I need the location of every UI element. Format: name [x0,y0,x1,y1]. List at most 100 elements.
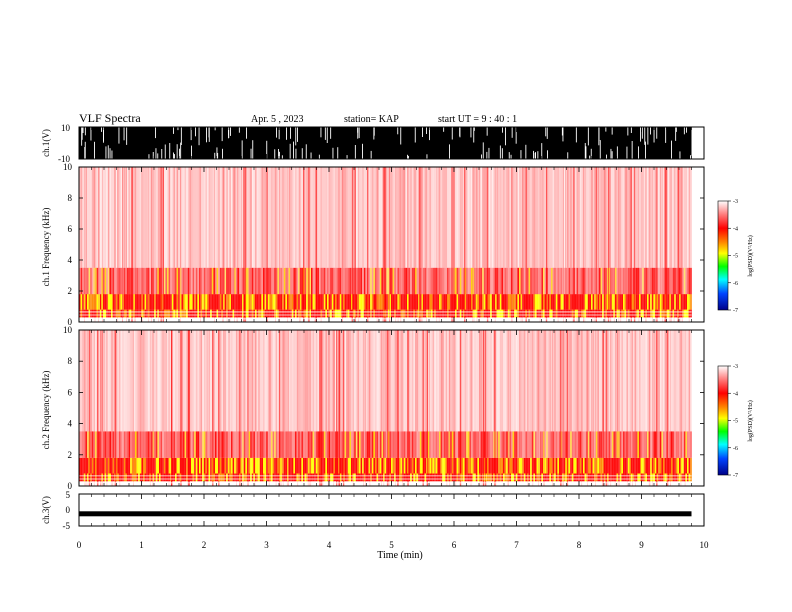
waveform-ch1-gap [161,149,163,159]
spectrogram-cell [551,473,553,482]
spectrogram-cell [176,431,179,458]
colorbar-tick-label: -3 [733,199,738,205]
spectrogram-cell [224,473,227,482]
spectrogram-cell [429,309,431,318]
spectrogram-cell [589,267,591,295]
spectrogram-cell [682,473,684,482]
spectrogram-cell [293,309,295,318]
spectrogram-cell [219,167,222,268]
spectrogram-cell [168,457,171,474]
colorbar-ch1-ticks: -3-4-5-6-7 [728,199,738,314]
spectrogram-cell [293,267,295,295]
spectrogram-cell [567,309,569,318]
spectrogram-cell [432,457,435,474]
spectrogram-cell [146,309,148,318]
spectrogram-cell [480,330,483,432]
spectrogram-cell [347,473,350,482]
spectrogram-cell [536,457,539,474]
spectrogram-cell [472,431,475,458]
spectrogram-cell [455,294,457,310]
waveform-panel-ch1: 10 -10 ch.1(V) [41,123,705,164]
spectrogram-cell [403,167,406,268]
spectrogram-cell [178,309,180,318]
spectrogram-streak [254,330,256,486]
spectrogram-cell [291,267,294,295]
spectrogram-cell [248,309,251,318]
spectrogram-cell [594,473,596,482]
spectrogram-cell [435,309,438,318]
spectrogram-cell [330,167,332,268]
spectrogram-cell [522,431,524,458]
waveform-ch1-gap [164,144,166,159]
spectrogram-cell [439,473,441,482]
spectrogram-cell [147,431,150,458]
spectrogram-cell [581,309,583,318]
spectrogram-cell [592,309,595,318]
spectrogram-cell [253,167,255,268]
spectrogram-cell [306,431,308,458]
spectrogram-streak [383,330,385,486]
spectrogram-streak [275,167,276,322]
spectrogram-cell [296,457,299,474]
spectrogram-cell [392,330,395,432]
spectrogram-cell [149,167,151,268]
waveform-ch1-gap [332,147,334,159]
spectrogram-cell [181,167,183,268]
spectrogram-streak [633,167,636,322]
spectrogram-cell [472,309,475,318]
spectrogram-cell [586,294,588,310]
spectrogram-cell [362,267,364,295]
spectrogram-cell [648,330,651,432]
spectrogram-streak [527,330,529,486]
spectrogram-cell [600,431,603,458]
waveform-ch1-fill [79,127,692,159]
spectrogram-cell [461,330,463,432]
spectrogram-cell [407,294,409,310]
spectrogram-cell [395,457,398,474]
spectrogram-cell [175,330,177,432]
spectrogram-cell [267,294,270,310]
spectrogram-cell [213,457,215,474]
spectrogram-cell [357,167,359,268]
spectrogram-cell [403,267,406,295]
spectrogram-streak [376,167,378,322]
spectrogram-cell [339,309,342,318]
spectrogram-cell [493,309,495,318]
spectrogram-cell [640,431,643,458]
spectrogram-cell [125,457,127,474]
waveform-ch1-gap [671,140,672,159]
waveform-ch1-gap [665,127,667,143]
waveform-ch1-gap [276,127,277,138]
spectrogram-streak [656,167,658,322]
spectrogram-cell [224,431,227,458]
spectrogram-cell [415,309,417,318]
waveform-ch1-gap [228,127,229,136]
spectrogram-cell [363,431,366,458]
spectrogram-cell [167,294,169,310]
spectrogram-cell [517,267,519,295]
spectrogram-cell [138,473,140,482]
spectrogram-cell [333,473,335,482]
spectrogram-cell [85,457,87,474]
spectrogram-cell [274,330,276,432]
waveform-ch1-gap [644,127,646,145]
spectrogram-cell [371,267,374,295]
spectrogram-cell [90,167,92,268]
spectrogram-cell [219,294,222,310]
spectrogram-cell [90,457,92,474]
spectrogram-cell [552,294,555,310]
spectrogram-cell [91,431,94,458]
spectrogram-cell [351,330,353,432]
spectrogram-cell [381,309,383,318]
spectrogram-cell [679,473,681,482]
spectrogram-cell [395,267,398,295]
spectrogram-cell [371,330,374,432]
spectrogram-cell [139,457,142,474]
spectrogram-cell [213,309,215,318]
spectrogram-cell [455,457,457,474]
spectrogram-cell [562,457,564,474]
spectrogram-streak [421,167,423,322]
spectrogram-cell [509,267,511,295]
spectrogram-cell [429,330,431,432]
